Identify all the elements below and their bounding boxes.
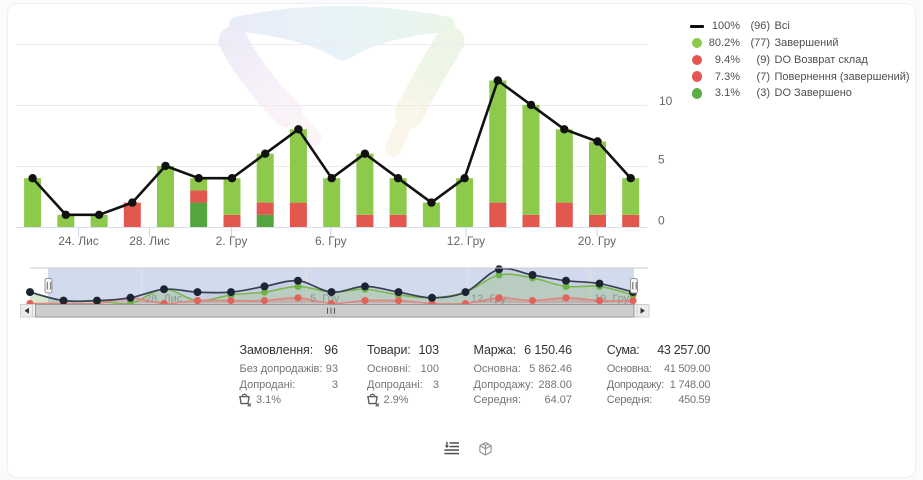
svg-text:0: 0: [658, 214, 665, 228]
svg-text:5: 5: [658, 153, 665, 167]
svg-text:20. Гру: 20. Гру: [578, 234, 616, 248]
svg-text:2. Гру: 2. Гру: [216, 234, 248, 248]
svg-text:24. Лис: 24. Лис: [58, 234, 99, 248]
svg-text:28. Лис: 28. Лис: [129, 234, 170, 248]
svg-text:19. Гру: 19. Гру: [594, 293, 630, 305]
svg-text:6. Гру: 6. Гру: [315, 234, 347, 248]
svg-text:10: 10: [659, 94, 673, 108]
svg-text:12. Гру: 12. Гру: [447, 234, 485, 248]
